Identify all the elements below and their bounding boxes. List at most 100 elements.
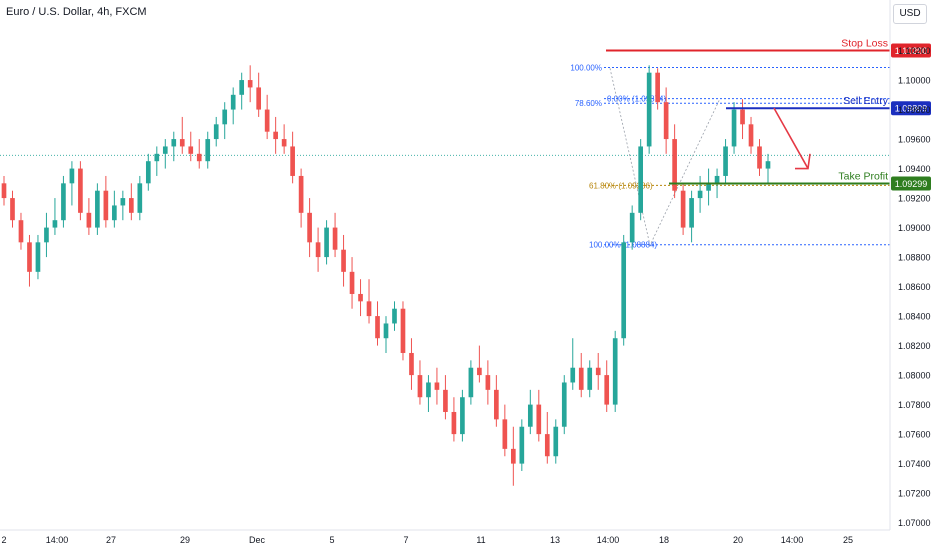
x-tick-label: 11 — [476, 535, 485, 545]
candle — [61, 175, 66, 228]
candle-body — [426, 382, 431, 398]
sell-arrow[interactable] — [773, 107, 811, 170]
candle-body — [18, 220, 24, 243]
candle — [468, 360, 474, 405]
candle — [748, 116, 754, 154]
candle — [595, 352, 601, 390]
candle — [222, 102, 228, 140]
level-stop-loss[interactable]: Stop Loss 1.10200 — [606, 38, 931, 58]
candle — [171, 131, 177, 162]
candle-body — [162, 146, 168, 154]
candle-body — [27, 242, 32, 272]
candle-body — [120, 198, 126, 206]
candle — [332, 212, 338, 258]
candle-body — [434, 382, 440, 390]
x-tick-label: 14:00 — [597, 535, 620, 545]
candle — [281, 124, 287, 154]
candle — [578, 352, 584, 398]
level-sell-entry[interactable]: Sell Entry 1.09809 — [726, 95, 931, 116]
candle-body — [332, 227, 338, 250]
candle-body — [544, 434, 550, 457]
candle — [561, 375, 567, 435]
candle-body — [273, 131, 278, 140]
candle — [18, 212, 24, 250]
candle-body — [689, 198, 694, 228]
x-tick-label: 5 — [329, 535, 334, 545]
candle-body — [519, 426, 525, 464]
candle — [740, 99, 745, 140]
candle — [663, 87, 669, 154]
candle-body — [375, 316, 380, 339]
candle — [689, 190, 694, 243]
candle — [307, 198, 312, 258]
candle — [621, 234, 627, 346]
candle-body — [638, 146, 644, 213]
candle-body — [460, 397, 465, 435]
candle — [757, 139, 762, 176]
candle-body — [392, 308, 397, 324]
candle — [697, 175, 703, 213]
candle-body — [69, 168, 75, 184]
y-tick-label: 1.09600 — [898, 135, 931, 145]
level-label: Sell Entry — [843, 95, 889, 107]
y-tick-label: 1.08600 — [898, 282, 931, 292]
candle — [638, 139, 644, 221]
x-tick-label: Dec — [249, 535, 266, 545]
candle — [112, 190, 117, 228]
candle-body — [307, 212, 312, 243]
x-tick-label: 7 — [403, 535, 408, 545]
candle-body — [145, 161, 151, 184]
candle-body — [298, 175, 304, 213]
currency-button[interactable]: USD — [893, 4, 927, 24]
candle-body — [757, 146, 762, 169]
x-tick-label: 27 — [106, 535, 116, 545]
level-take-profit[interactable]: Take Profit 1.09299 — [669, 170, 931, 191]
candle — [629, 205, 635, 250]
y-tick-label: 1.07000 — [898, 518, 931, 528]
candle-body — [290, 146, 295, 176]
candle-body — [61, 183, 66, 221]
candle-body — [417, 375, 423, 398]
candle-body — [510, 448, 516, 464]
candle-body — [604, 375, 610, 405]
candle — [35, 234, 41, 280]
candle — [612, 330, 618, 412]
y-tick-label: 1.07600 — [898, 430, 931, 440]
trade-levels[interactable]: Stop Loss 1.10200 Sell Entry 1.09809 Take Pr… — [606, 38, 931, 191]
candle-body — [1, 183, 7, 199]
candle — [587, 360, 593, 398]
y-tick-label: 1.08800 — [898, 253, 931, 263]
candle-body — [196, 153, 202, 162]
fibonacci-retracement[interactable]: 100.00% 0.00% (1.09874) 78.60% 61.80% (1.09… — [570, 64, 890, 250]
candle — [103, 175, 109, 228]
candle — [375, 301, 380, 346]
fib-trend-line[interactable] — [609, 68, 721, 247]
candle-body — [171, 139, 177, 147]
price-label-box — [891, 176, 931, 191]
price-label: 1.09809 — [895, 104, 928, 114]
candle-body — [205, 139, 211, 162]
candle-body — [281, 139, 287, 147]
level-label: Take Profit — [838, 170, 888, 182]
candle-body — [179, 139, 185, 147]
candle — [120, 190, 126, 221]
candle-body — [697, 190, 703, 199]
candle — [69, 161, 75, 206]
candle — [383, 316, 389, 353]
candle-body — [315, 242, 321, 258]
candle — [409, 338, 414, 390]
candle-body — [78, 168, 83, 213]
candle — [205, 131, 211, 169]
y-tick-label: 1.09800 — [898, 105, 931, 115]
candle-body — [740, 109, 745, 125]
candle — [519, 419, 525, 471]
fib-level-label: 61.80% (1.09286) — [589, 181, 653, 190]
candle — [154, 146, 160, 176]
candle-body — [595, 367, 601, 376]
candle — [451, 397, 457, 442]
candle — [460, 389, 465, 442]
arrow-head — [795, 153, 811, 170]
x-tick-label: 29 — [180, 535, 190, 545]
candle-body — [256, 87, 262, 110]
